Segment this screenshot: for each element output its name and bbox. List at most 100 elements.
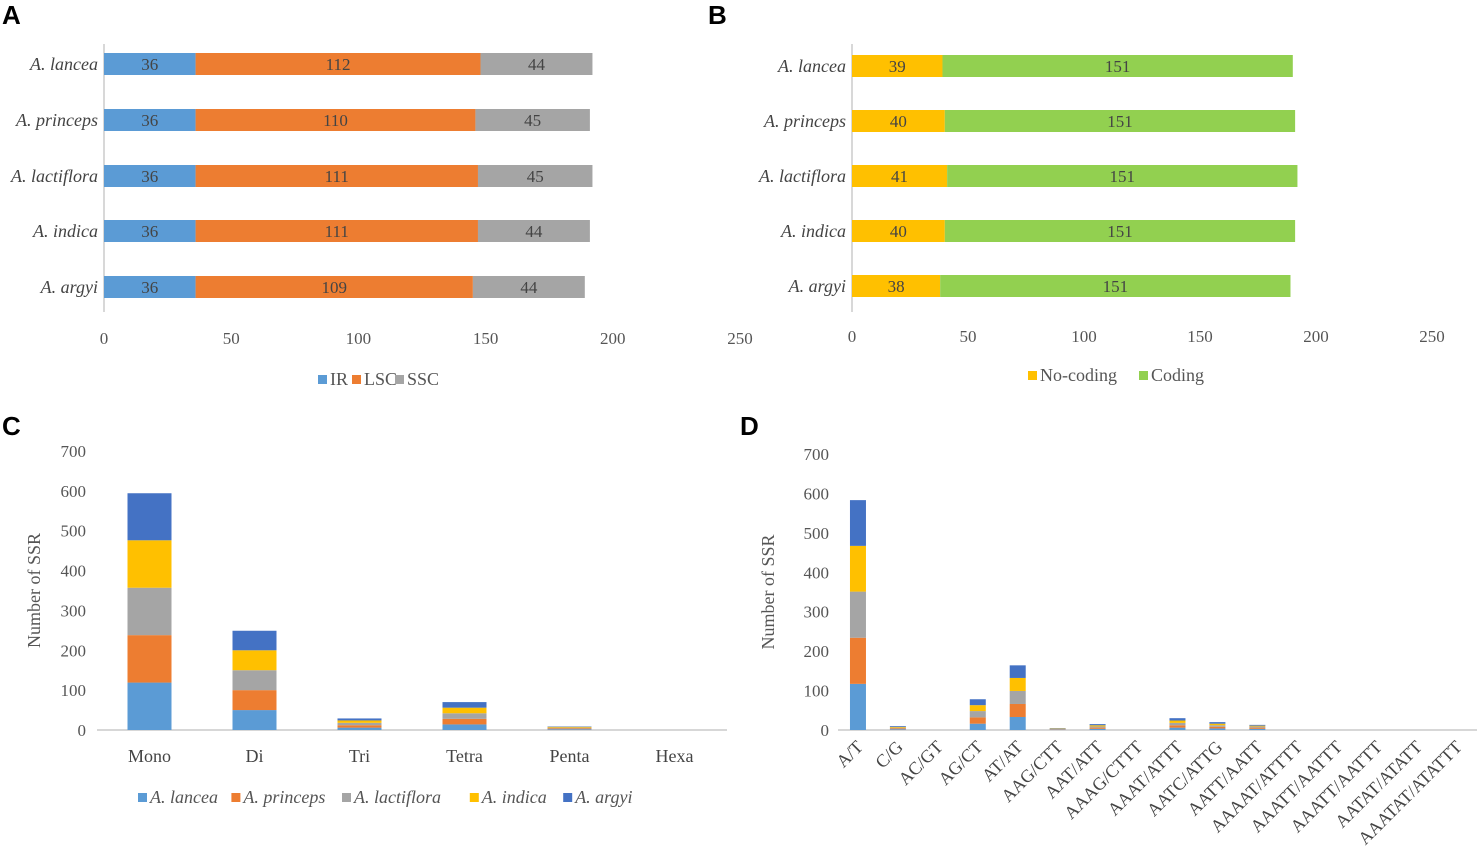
bar-a-lactiflora-a-t — [849, 591, 866, 638]
data-label-coding: 151 — [1105, 57, 1131, 76]
data-label-ir: 36 — [141, 278, 158, 297]
bar-ssc-a-lactiflora — [477, 165, 593, 187]
y-tick-label: 600 — [61, 482, 87, 501]
bar-a-lancea-penta — [547, 729, 592, 730]
bar-a-princeps-tri — [337, 725, 382, 728]
panel-letter-c: C — [2, 411, 21, 441]
bar-lsc-a-indica — [195, 220, 478, 242]
bar-a-princeps-aatc-attg — [1209, 726, 1226, 729]
y-tick-label: 400 — [61, 562, 87, 581]
bar-a-lancea-tri — [337, 727, 382, 730]
y-tick-label: 700 — [61, 442, 87, 461]
bar-a-indica-penta — [547, 726, 592, 728]
x-tick-label: 50 — [960, 327, 977, 346]
bar-a-argyi-a-t — [849, 500, 866, 546]
data-label-ssc: 45 — [527, 167, 544, 186]
bar-ir-a-lactiflora — [104, 165, 196, 187]
bar-a-lactiflora-at-at — [1009, 690, 1026, 704]
bar-a-lancea-tetra — [442, 724, 487, 730]
data-label-ssc: 44 — [525, 222, 543, 241]
legend-label-a-lancea: A. lancea — [149, 787, 218, 807]
category-label-a-lactiflora: A. lactiflora — [758, 166, 846, 186]
legend-swatch-a-princeps — [231, 793, 241, 802]
bar-a-argyi-di — [232, 630, 277, 651]
bar-a-lancea-aaat-attt — [1169, 727, 1186, 730]
bar-a-lancea-ag-ct — [969, 723, 986, 730]
bar-a-indica-di — [232, 650, 277, 671]
x-tick-label: 100 — [1071, 327, 1097, 346]
bar-a-indica-mono — [127, 540, 172, 588]
bar-a-lactiflora-c-g — [889, 727, 906, 729]
legend-swatch-ir — [318, 375, 327, 384]
panel-letter-b: B — [708, 0, 727, 30]
data-label-ir: 36 — [141, 222, 158, 241]
category-label-a-indica: A. indica — [780, 221, 846, 241]
data-label-no-coding: 40 — [890, 112, 907, 131]
category-label-a-princeps: A. princeps — [763, 111, 846, 131]
y-tick-label: 200 — [804, 642, 830, 661]
category-label-tetra: Tetra — [446, 746, 483, 766]
bar-a-argyi-aat-att — [1089, 724, 1106, 726]
category-label-a-lancea: A. lancea — [29, 54, 98, 74]
bar-ssc-a-princeps — [475, 109, 590, 131]
bar-a-lancea-a-t — [849, 683, 866, 730]
category-label-a-lactiflora: A. lactiflora — [10, 166, 98, 186]
category-label-ag-ct: AG/CT — [934, 737, 986, 789]
y-tick-label: 500 — [61, 522, 87, 541]
bar-a-argyi-tetra — [442, 702, 487, 708]
bar-a-argyi-aatc-attg — [1209, 722, 1226, 724]
y-tick-label: 200 — [61, 641, 87, 660]
bar-coding-a-indica — [944, 220, 1296, 242]
bar-a-princeps-tetra — [442, 718, 487, 725]
x-tick-label: 50 — [223, 329, 240, 348]
bar-a-lactiflora-mono — [127, 587, 172, 636]
data-label-lsc: 109 — [321, 278, 347, 297]
bar-ir-a-lancea — [104, 53, 196, 75]
bar-a-princeps-aat-att — [1089, 727, 1106, 729]
bar-a-princeps-aaat-attt — [1169, 725, 1186, 728]
data-label-lsc: 110 — [323, 111, 348, 130]
bar-a-indica-tetra — [442, 707, 487, 714]
bar-a-argyi-tri — [337, 718, 382, 721]
category-label-mono: Mono — [128, 746, 171, 766]
bar-a-lactiflora-penta — [547, 727, 592, 729]
data-label-no-coding: 40 — [890, 222, 907, 241]
y-tick-label: 300 — [804, 603, 830, 622]
y-tick-label: 700 — [804, 445, 830, 464]
x-tick-label: 150 — [1187, 327, 1213, 346]
legend-swatch-a-lactiflora — [342, 793, 351, 802]
y-axis-title: Number of SSR — [758, 534, 778, 649]
bar-a-lactiflora-di — [232, 670, 277, 691]
data-label-ssc: 44 — [528, 55, 546, 74]
chart-a-genome-structure: 0 50 100 150 200 250 A. lancea 36 112 44 A. prince… — [10, 44, 753, 389]
legend-swatch-a-argyi — [563, 793, 573, 802]
category-label-di: Di — [246, 746, 264, 766]
bar-a-indica-aat-att — [1089, 725, 1106, 727]
legend-swatch-ssc — [395, 375, 404, 384]
x-tick-label: 250 — [727, 329, 753, 348]
data-label-ssc: 44 — [520, 278, 538, 297]
data-label-coding: 151 — [1110, 167, 1136, 186]
chart-c-ssr-types: 0 100 200 300 400 500 600 700 Number of SSR Mono D… — [24, 442, 727, 807]
bar-a-indica-aaat-attt — [1169, 720, 1186, 723]
data-label-ssc: 45 — [524, 111, 541, 130]
x-tick-label: 0 — [100, 329, 109, 348]
y-tick-label: 600 — [804, 484, 830, 503]
bar-ir-a-indica — [104, 220, 196, 242]
data-label-ir: 36 — [141, 55, 158, 74]
data-label-ir: 36 — [141, 111, 158, 130]
data-label-lsc: 112 — [326, 55, 351, 74]
data-label-coding: 151 — [1107, 112, 1133, 131]
y-tick-label: 500 — [804, 524, 830, 543]
panel-letter-a: A — [2, 0, 21, 30]
category-label-a-princeps: A. princeps — [15, 110, 98, 130]
x-tick-label: 150 — [473, 329, 499, 348]
y-tick-label: 0 — [78, 721, 87, 740]
legend-label-a-indica: A. indica — [481, 787, 547, 807]
bar-ir-a-princeps — [104, 109, 196, 131]
legend-swatch-a-lancea — [138, 793, 147, 802]
y-tick-label: 400 — [804, 563, 830, 582]
bar-a-argyi-mono — [127, 493, 172, 541]
legend-swatch-coding — [1139, 371, 1148, 380]
bar-a-lactiflora-aatt-aatt — [1249, 726, 1266, 728]
